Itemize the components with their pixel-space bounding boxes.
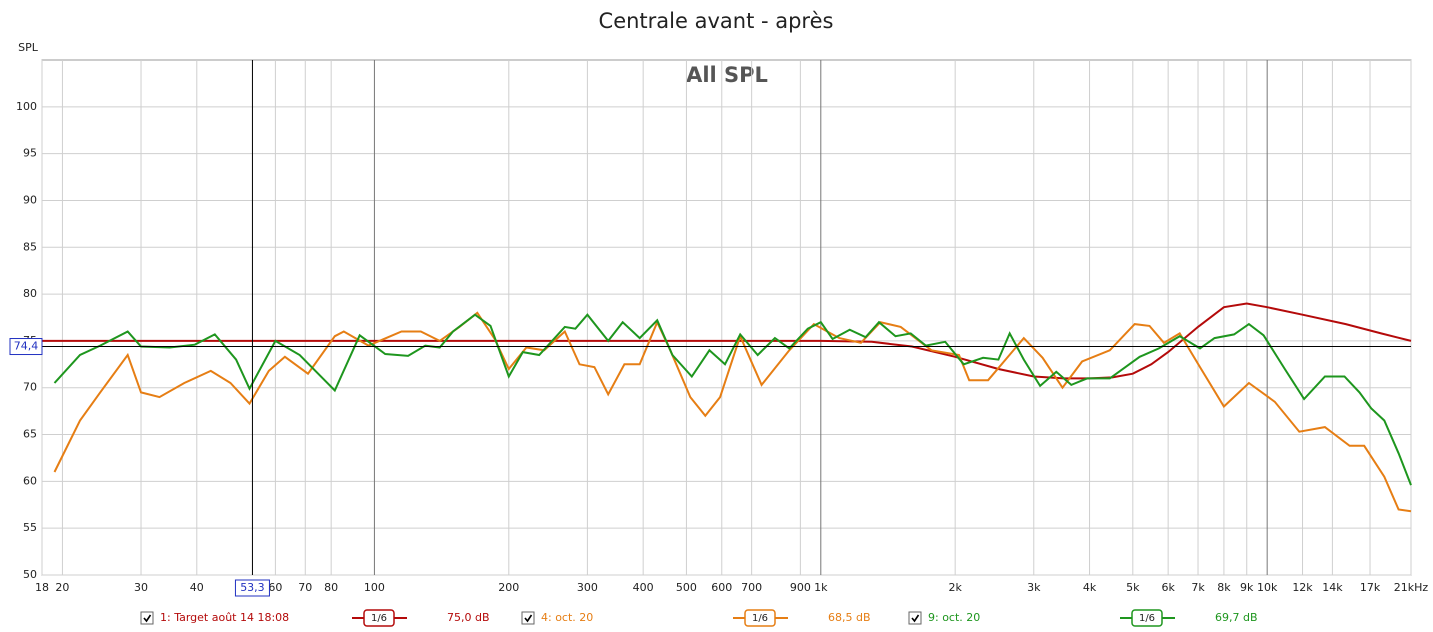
cursor-label: 53,3: [240, 581, 265, 594]
x-tick-label: 30: [134, 581, 148, 594]
x-tick-label: 300: [577, 581, 598, 594]
checkmark: [524, 614, 533, 623]
y-tick-label: 80: [23, 287, 37, 300]
plot-area: [41, 59, 1412, 576]
checkmark: [143, 614, 152, 623]
legend-checkbox[interactable]: [521, 611, 535, 625]
y-tick-label: 70: [23, 381, 37, 394]
x-tick-label: 17k: [1360, 581, 1381, 594]
x-tick-label: 900: [790, 581, 811, 594]
x-tick-label: 8k: [1217, 581, 1231, 594]
y-tick-label: 50: [23, 568, 37, 581]
legend-checkbox[interactable]: [140, 611, 154, 625]
smoothing-label: 1/6: [1139, 613, 1155, 624]
smoothing-box: [1131, 609, 1163, 627]
checkbox: [908, 611, 922, 625]
x-tick-label: 400: [633, 581, 654, 594]
x-tick-label: 700: [741, 581, 762, 594]
y-tick-label: 55: [23, 521, 37, 534]
smoothing-label: 1/6: [752, 613, 768, 624]
series-line: [53, 313, 1412, 486]
legend-label: 4: oct. 20: [541, 611, 593, 624]
legend-level: 68,5 dB: [828, 611, 871, 624]
y-axis-label: SPL: [18, 41, 39, 54]
cursor-label-box: [9, 338, 43, 356]
x-tick-label: 500: [676, 581, 697, 594]
x-tick-label: 70: [298, 581, 312, 594]
x-tick-label: 10k: [1257, 581, 1278, 594]
series-line: [53, 311, 1412, 513]
x-tick-label: 14k: [1322, 581, 1343, 594]
series-line: [42, 302, 1412, 380]
legend-checkbox[interactable]: [908, 611, 922, 625]
checkbox: [140, 611, 154, 625]
smoothing-box: [363, 609, 395, 627]
x-tick-label: 100: [364, 581, 385, 594]
smoothing-box: [744, 609, 776, 627]
cursor-label-box: [234, 579, 270, 597]
annotation: All SPL: [686, 63, 768, 87]
x-tick-label: 9k: [1240, 581, 1254, 594]
y-tick-label: 60: [23, 474, 37, 487]
legend-label: 9: oct. 20: [928, 611, 980, 624]
x-tick-label: 3k: [1027, 581, 1041, 594]
chart-title: Centrale avant - après: [599, 9, 834, 33]
x-tick-label: 21kHz: [1394, 581, 1429, 594]
x-tick-label: 600: [711, 581, 732, 594]
x-tick-label: 200: [498, 581, 519, 594]
x-tick-label: 7k: [1191, 581, 1205, 594]
x-tick-label: 2k: [948, 581, 962, 594]
legend-level: 69,7 dB: [1215, 611, 1258, 624]
x-tick-label: 12k: [1292, 581, 1313, 594]
x-tick-label: 18: [35, 581, 49, 594]
checkmark: [911, 614, 920, 623]
smoothing-label: 1/6: [371, 613, 387, 624]
y-tick-label: 65: [23, 428, 37, 441]
cursor-label: 74,4: [14, 340, 39, 353]
x-tick-label: 4k: [1083, 581, 1097, 594]
x-tick-label: 80: [324, 581, 338, 594]
x-tick-label: 60: [268, 581, 282, 594]
legend-level: 75,0 dB: [447, 611, 490, 624]
y-tick-label: 85: [23, 240, 37, 253]
x-tick-label: 1k: [814, 581, 828, 594]
checkbox: [521, 611, 535, 625]
y-tick-label: 90: [23, 193, 37, 206]
legend-label: 1: Target août 14 18:08: [160, 611, 289, 624]
y-tick-label: 100: [16, 100, 37, 113]
x-tick-label: 40: [190, 581, 204, 594]
y-tick-label: 95: [23, 147, 37, 160]
x-tick-label: 6k: [1161, 581, 1175, 594]
x-tick-label: 20: [55, 581, 69, 594]
x-tick-label: 5k: [1126, 581, 1140, 594]
